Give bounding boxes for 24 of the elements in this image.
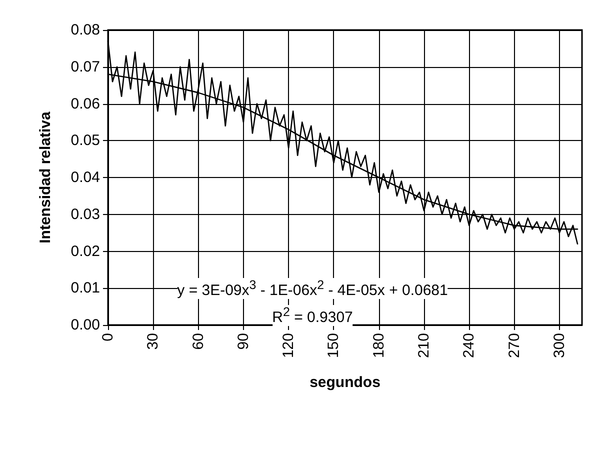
x-tick-label: 210	[416, 333, 432, 358]
y-tick-label: 0.07	[70, 58, 100, 76]
y-axis-title: Intensidad relativa	[37, 110, 54, 244]
x-axis-title: segundos	[310, 374, 380, 391]
y-tick-label: 0.05	[70, 132, 100, 150]
y-tick-label: 0.00	[70, 316, 100, 334]
x-tick-label: 240	[460, 333, 478, 358]
x-tick-label: 180	[370, 333, 388, 358]
annotation: y = 3E-09x$^{3}$ - 1E-06x$^{2}$ - 4E-05x + 0.0681	[177, 278, 448, 299]
x-tick-label: 60	[190, 333, 207, 350]
annotation: R$^{2}$ = 0.9307	[272, 305, 353, 326]
y-tick-label: 0.03	[70, 206, 100, 223]
y-tick-label: 0.01	[70, 280, 100, 297]
y-tick-label: 0.06	[70, 95, 100, 112]
x-tick-label: 120	[280, 333, 298, 358]
y-tick-label: 0.04	[70, 169, 100, 186]
y-tick-label: 0.08	[70, 22, 100, 38]
x-tick-label: 0	[100, 333, 116, 342]
x-tick-label: 90	[234, 333, 252, 350]
x-tick-label: 30	[144, 333, 162, 350]
x-tick-label: 300	[550, 333, 568, 358]
x-tick-label: 270	[506, 333, 523, 358]
x-tick-label: 150	[325, 333, 342, 358]
y-tick-label: 0.02	[70, 242, 100, 260]
